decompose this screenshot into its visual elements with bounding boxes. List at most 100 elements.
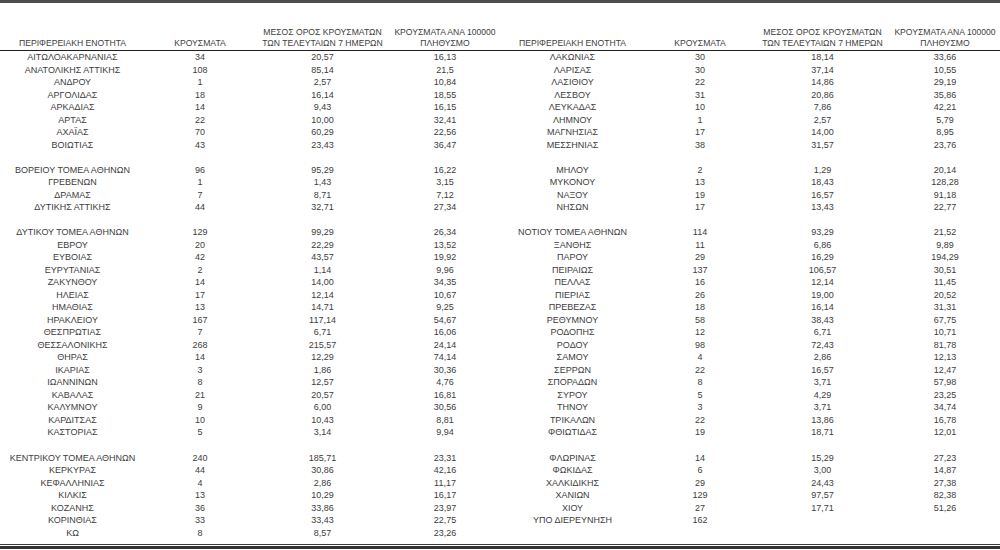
- region-name-cell: ΛΑΡΙΣΑΣ: [500, 64, 645, 77]
- avg7-cell: 6,71: [755, 326, 890, 339]
- region-name-cell: ΦΛΩΡΙΝΑΣ: [500, 452, 645, 465]
- header-avg7-line1: ΜΕΣΟΣ ΟΡΟΣ ΚΡΟΥΣΜΑΤΩΝ: [755, 27, 890, 38]
- region-name-cell: ΣΠΟΡΑΔΩΝ: [500, 376, 645, 389]
- region-name-cell: ΚΑΡΔΙΤΣΑΣ: [0, 414, 145, 427]
- header-per100k-line2: ΠΛΗΘΥΣΜΟ: [890, 38, 1000, 49]
- region-name-cell: ΘΕΣΠΡΩΤΙΑΣ: [0, 326, 145, 339]
- region-name-cell: ΛΕΣΒΟΥ: [500, 89, 645, 102]
- region-name-cell: ΚΩ: [0, 527, 145, 540]
- table-row: ΠΑΡΟΥ2916,29194,29: [500, 251, 1000, 264]
- per100k-cell: 10,67: [390, 289, 500, 302]
- region-name-cell: ΤΗΝΟΥ: [500, 401, 645, 414]
- cases-cell: 30: [645, 64, 755, 77]
- table-row: ΑΧΑΪΑΣ7060,2922,56: [0, 126, 500, 139]
- table-row: ΜΑΓΝΗΣΙΑΣ1714,008,95: [500, 126, 1000, 139]
- table-row: ΣΠΟΡΑΔΩΝ83,7157,98: [500, 376, 1000, 389]
- cases-cell: 5: [645, 389, 755, 402]
- avg7-cell: 95,29: [255, 164, 390, 177]
- per100k-cell: 9,96: [390, 264, 500, 277]
- cases-cell: 9: [145, 401, 255, 414]
- table-row: ΖΑΚΥΝΘΟΥ1414,0034,35: [0, 276, 500, 289]
- region-name-cell: ΝΟΤΙΟΥ ΤΟΜΕΑ ΑΘΗΝΩΝ: [500, 226, 645, 239]
- region-name-cell: ΑΡΤΑΣ: [0, 114, 145, 127]
- region-name-cell: ΚΑΒΑΛΑΣ: [0, 389, 145, 402]
- avg7-cell: 16,29: [755, 251, 890, 264]
- region-name-cell: ΑΧΑΪΑΣ: [0, 126, 145, 139]
- avg7-cell: 106,57: [755, 264, 890, 277]
- table-row: ΕΒΡΟΥ2022,2913,52: [0, 239, 500, 252]
- header-avg7: ΜΕΣΟΣ ΟΡΟΣ ΚΡΟΥΣΜΑΤΩΝ ΤΩΝ ΤΕΛΕΥΤΑΙΩΝ 7 Η…: [755, 27, 890, 48]
- avg7-cell: 93,29: [755, 226, 890, 239]
- cases-cell: 7: [145, 189, 255, 202]
- per100k-cell: 23,97: [390, 502, 500, 515]
- cases-cell: 167: [145, 314, 255, 327]
- avg7-cell: 1,14: [255, 264, 390, 277]
- cases-cell: 22: [645, 364, 755, 377]
- avg7-cell: 12,57: [255, 376, 390, 389]
- cases-cell: 96: [145, 164, 255, 177]
- per100k-cell: 81,78: [890, 339, 1000, 352]
- per100k-cell: 16,78: [890, 414, 1000, 427]
- table-row: ΦΘΙΩΤΙΔΑΣ1918,7112,01: [500, 426, 1000, 439]
- table-row: ΥΠΟ ΔΙΕΡΕΥΝΗΣΗ162: [500, 514, 1000, 527]
- table-row: ΧΙΟΥ2717,7151,26: [500, 502, 1000, 515]
- region-name-cell: ΚΙΛΚΙΣ: [0, 489, 145, 502]
- cases-cell: 33: [145, 514, 255, 527]
- per100k-cell: 30,51: [890, 264, 1000, 277]
- per100k-cell: 20,52: [890, 289, 1000, 302]
- avg7-cell: 117,14: [255, 314, 390, 327]
- avg7-cell: 6,00: [255, 401, 390, 414]
- cases-cell: 14: [145, 101, 255, 114]
- avg7-cell: 24,43: [755, 477, 890, 490]
- cases-cell: 17: [645, 126, 755, 139]
- header-avg7-line1: ΜΕΣΟΣ ΟΡΟΣ ΚΡΟΥΣΜΑΤΩΝ: [255, 27, 390, 38]
- spacer-row: [0, 151, 500, 164]
- avg7-cell: 20,57: [255, 389, 390, 402]
- table-row: ΠΡΕΒΕΖΑΣ1816,1431,31: [500, 301, 1000, 314]
- region-name-cell: ΚΑΛΥΜΝΟΥ: [0, 401, 145, 414]
- per100k-cell: 26,34: [390, 226, 500, 239]
- avg7-cell: 32,71: [255, 201, 390, 214]
- table-row: ΠΕΙΡΑΙΩΣ137106,5730,51: [500, 264, 1000, 277]
- per100k-cell: 34,35: [390, 276, 500, 289]
- avg7-cell: 20,86: [755, 89, 890, 102]
- region-name-cell: ΛΗΜΝΟΥ: [500, 114, 645, 127]
- avg7-cell: 16,57: [755, 364, 890, 377]
- avg7-cell: 7,86: [755, 101, 890, 114]
- per100k-cell: 14,87: [890, 464, 1000, 477]
- cases-cell: 22: [645, 414, 755, 427]
- avg7-cell: 43,57: [255, 251, 390, 264]
- region-name-cell: ΚΟΖΑΝΗΣ: [0, 502, 145, 515]
- table-row: ΡΟΔΟΥ9872,4381,78: [500, 339, 1000, 352]
- per100k-cell: 11,45: [890, 276, 1000, 289]
- region-name-cell: ΕΒΡΟΥ: [0, 239, 145, 252]
- per100k-cell: 30,56: [390, 401, 500, 414]
- table-row: ΡΟΔΟΠΗΣ126,7110,71: [500, 326, 1000, 339]
- table-row: ΦΩΚΙΔΑΣ63,0014,87: [500, 464, 1000, 477]
- region-name-cell: ΛΕΥΚΑΔΑΣ: [500, 101, 645, 114]
- avg7-cell: 2,57: [255, 76, 390, 89]
- cases-cell: 4: [645, 351, 755, 364]
- table-row: ΔΥΤΙΚΟΥ ΤΟΜΕΑ ΑΘΗΝΩΝ12999,2926,34: [0, 226, 500, 239]
- cases-cell: 11: [645, 239, 755, 252]
- table-header-row: ΠΕΡΙΦΕΡΕΙΑΚΗ ΕΝΟΤΗΤΑ ΚΡΟΥΣΜΑΤΑ ΜΕΣΟΣ ΟΡΟ…: [500, 3, 1000, 51]
- region-name-cell: ΗΡΑΚΛΕΙΟΥ: [0, 314, 145, 327]
- cases-cell: 1: [645, 114, 755, 127]
- spacer-row: [0, 214, 500, 227]
- avg7-cell: 18,71: [755, 426, 890, 439]
- per100k-cell: 16,81: [390, 389, 500, 402]
- region-name-cell: ΠΕΛΛΑΣ: [500, 276, 645, 289]
- per100k-cell: 22,77: [890, 201, 1000, 214]
- region-name-cell: ΧΑΛΚΙΔΙΚΗΣ: [500, 477, 645, 490]
- avg7-cell: 4,29: [755, 389, 890, 402]
- per100k-cell: 128,28: [890, 176, 1000, 189]
- cases-cell: 44: [145, 464, 255, 477]
- avg7-cell: 33,86: [255, 502, 390, 515]
- per100k-cell: 16,17: [390, 489, 500, 502]
- table-row: ΚΑΒΑΛΑΣ2120,5716,81: [0, 389, 500, 402]
- cases-cell: 31: [645, 89, 755, 102]
- table-row: ΛΑΡΙΣΑΣ3037,1410,55: [500, 64, 1000, 77]
- cases-cell: 13: [145, 301, 255, 314]
- avg7-cell: 12,14: [255, 289, 390, 302]
- per100k-cell: 19,92: [390, 251, 500, 264]
